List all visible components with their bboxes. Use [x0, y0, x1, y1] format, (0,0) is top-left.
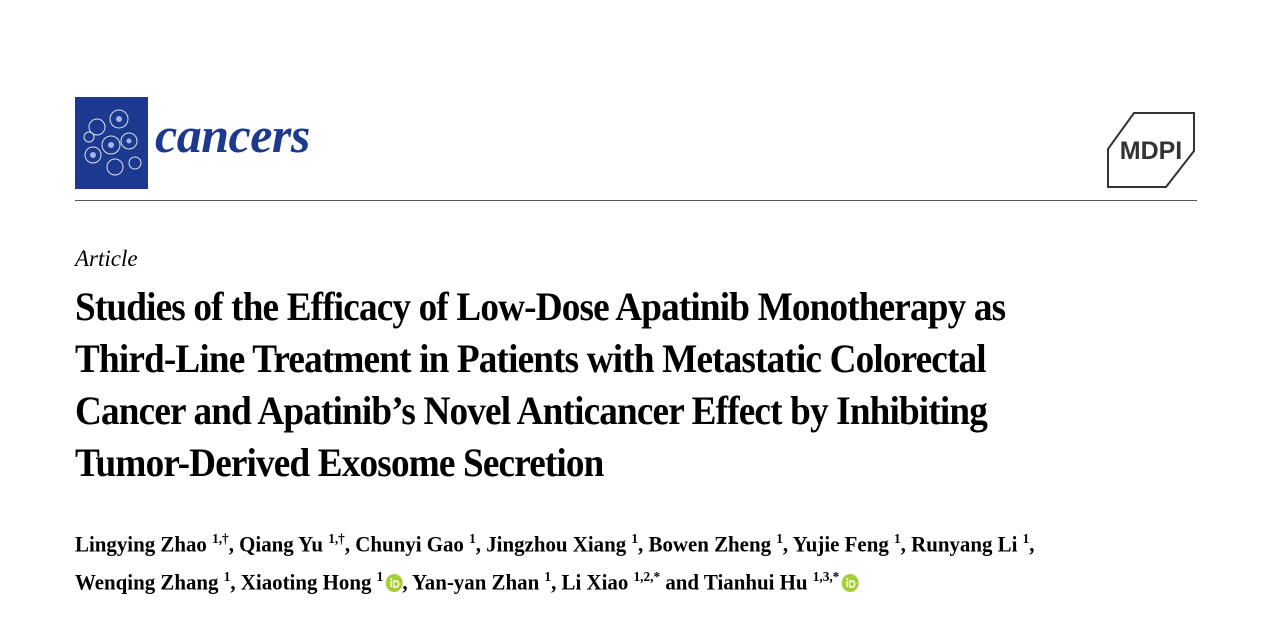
author-name: Xiaoting Hong — [240, 569, 372, 595]
orcid-icon[interactable] — [841, 573, 859, 592]
title-line: Cancer and Apatinib’s Novel Anticancer E… — [75, 388, 988, 433]
separator: , — [900, 531, 912, 557]
author-name: Wenqing Zhang — [75, 569, 219, 595]
orcid-icon[interactable] — [385, 573, 403, 592]
affiliation: 1 — [376, 570, 384, 586]
separator: , — [1029, 531, 1035, 557]
affiliation: 1 — [1022, 532, 1030, 547]
journal-logo — [75, 97, 148, 189]
separator: , — [344, 531, 356, 557]
author-name: Chunyi Gao — [355, 531, 464, 557]
affiliation: 1 — [544, 570, 552, 586]
author-row: Lingying Zhao 1,†, Qiang Yu 1,†, Chunyi … — [75, 523, 1035, 561]
separator: and — [660, 569, 704, 595]
separator: , — [402, 569, 412, 595]
affiliation: 1,† — [212, 532, 229, 547]
publisher-name: MDPI — [1120, 137, 1183, 165]
affiliation: 1 — [469, 532, 476, 547]
author-name: Yujie Feng — [792, 531, 889, 557]
author-row: Wenqing Zhang 1, Xiaoting Hong 1, Yan-ya… — [75, 561, 1035, 599]
author-name: Qiang Yu — [239, 531, 323, 557]
author-name: Bowen Zheng — [648, 531, 772, 557]
separator: , — [638, 531, 649, 557]
affiliation: 1 — [631, 532, 639, 547]
article-type: Article — [75, 246, 138, 271]
affiliation: 1 — [776, 532, 783, 547]
affiliation: 1,3,* — [812, 570, 840, 586]
affiliation: 1,† — [328, 532, 345, 547]
author-name: Runyang Li — [911, 531, 1018, 557]
header-rule — [75, 200, 1197, 201]
title-line: Tumor-Derived Exosome Secretion — [75, 440, 604, 485]
author-name: Li Xiao — [561, 569, 629, 595]
affiliation: 1 — [223, 570, 231, 586]
author-name: Tianhui Hu — [703, 569, 808, 595]
author-list: Lingying Zhao 1,†, Qiang Yu 1,†, Chunyi … — [75, 523, 1085, 600]
author-name: Lingying Zhao — [75, 531, 207, 557]
separator: , — [230, 569, 241, 595]
affiliation: 1,2,* — [633, 570, 661, 586]
title-line: Third-Line Treatment in Patients with Me… — [75, 336, 987, 381]
separator: , — [475, 531, 487, 557]
journal-name: cancers — [155, 107, 310, 163]
article-title: Studies of the Efficacy of Low-Dose Apat… — [75, 281, 1075, 489]
publisher-logo: MDPI — [1107, 112, 1195, 188]
separator: , — [782, 531, 793, 557]
author-name: Jingzhou Xiang — [486, 531, 627, 557]
separator: , — [228, 531, 240, 557]
separator: , — [551, 569, 562, 595]
title-line: Studies of the Efficacy of Low-Dose Apat… — [75, 284, 1006, 329]
author-name: Yan-yan Zhan — [411, 569, 540, 595]
affiliation: 1 — [894, 532, 901, 547]
